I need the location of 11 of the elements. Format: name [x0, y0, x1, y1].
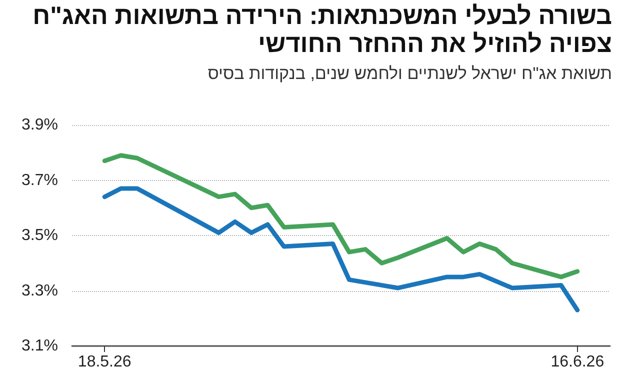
y-tick-label: 3.3% — [22, 282, 58, 300]
chart-title: בשורה לבעלי המשכנתאות: הירידה בתשואות האג"ח צפויה להוזיל את ההחזר החודשי — [32, 2, 612, 58]
line-series — [102, 153, 580, 280]
line-series — [102, 186, 580, 312]
x-tick-label: 16.6.26 — [550, 354, 604, 370]
y-tick-label: 3.7% — [22, 172, 58, 189]
y-tick-label: 3.9% — [22, 116, 58, 134]
y-tick-label: 3.1% — [22, 338, 58, 354]
y-tick-label: 3.5% — [22, 227, 58, 244]
chart-subtitle: תשואת אג"ח ישראל לשנתיים ולחמש שנים, בנקודות בסיס — [208, 64, 612, 84]
x-tick-label: 18.5.26 — [78, 354, 132, 370]
